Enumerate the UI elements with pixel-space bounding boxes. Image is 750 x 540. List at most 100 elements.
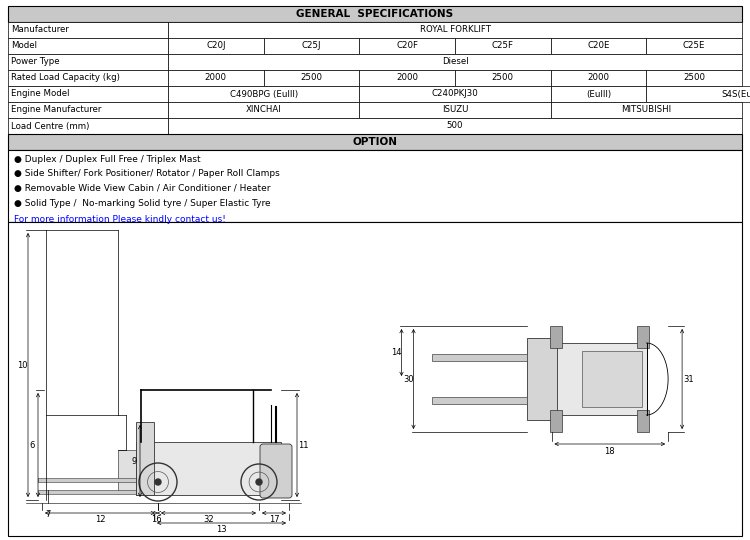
Text: Model: Model: [11, 42, 37, 51]
Bar: [8, 38, 168, 54]
Bar: [264, 38, 359, 54]
Text: C20J: C20J: [206, 42, 226, 51]
Text: C25J: C25J: [302, 42, 321, 51]
Text: ISUZU: ISUZU: [442, 105, 468, 114]
Bar: [359, 38, 455, 54]
Circle shape: [155, 479, 161, 485]
Bar: [359, 70, 455, 86]
Bar: [8, 102, 168, 118]
Text: C20F: C20F: [396, 42, 418, 51]
Text: 32: 32: [203, 515, 214, 523]
Text: Rated Load Capacity (kg): Rated Load Capacity (kg): [11, 73, 120, 83]
Bar: [550, 102, 742, 118]
Text: 500: 500: [447, 122, 464, 131]
Text: For more information Please kindly contact us!: For more information Please kindly conta…: [14, 214, 226, 224]
Text: Power Type: Power Type: [11, 57, 60, 66]
Text: ● Side Shifter/ Fork Positioner/ Rotator / Paper Roll Clamps: ● Side Shifter/ Fork Positioner/ Rotator…: [14, 170, 280, 179]
Bar: [168, 38, 264, 54]
Bar: [8, 118, 168, 134]
Text: 18: 18: [604, 447, 615, 456]
Bar: [8, 150, 742, 222]
Bar: [168, 70, 264, 86]
Bar: [8, 222, 742, 536]
Bar: [359, 102, 550, 118]
Bar: [550, 410, 562, 432]
Text: MITSUBISHI: MITSUBISHI: [621, 105, 671, 114]
Bar: [646, 86, 750, 102]
Bar: [168, 102, 359, 118]
Bar: [646, 70, 742, 86]
Bar: [168, 22, 742, 38]
Bar: [8, 70, 168, 86]
Text: 16: 16: [151, 515, 161, 523]
Bar: [136, 442, 281, 495]
Bar: [8, 134, 742, 150]
Text: 7: 7: [45, 510, 51, 519]
Bar: [637, 410, 649, 432]
Text: OPTION: OPTION: [352, 137, 398, 147]
Bar: [38, 490, 136, 494]
Bar: [550, 38, 646, 54]
Bar: [637, 326, 649, 348]
Text: C25E: C25E: [683, 42, 706, 51]
Bar: [359, 86, 550, 102]
Text: Manufacturer: Manufacturer: [11, 25, 69, 35]
Text: 2000: 2000: [587, 73, 610, 83]
Text: C240PKJ30: C240PKJ30: [432, 90, 478, 98]
Text: 13: 13: [216, 524, 226, 534]
Text: 10: 10: [16, 361, 27, 369]
Text: 14: 14: [392, 348, 402, 357]
Bar: [455, 38, 550, 54]
Text: Diesel: Diesel: [442, 57, 468, 66]
Text: ROYAL FORKLIFT: ROYAL FORKLIFT: [419, 25, 491, 35]
Bar: [431, 354, 526, 361]
Text: 12: 12: [94, 515, 105, 523]
Bar: [8, 22, 168, 38]
Text: C490BPG (EuIII): C490BPG (EuIII): [230, 90, 298, 98]
Bar: [550, 86, 646, 102]
Text: 2000: 2000: [205, 73, 226, 83]
Text: Load Centre (mm): Load Centre (mm): [11, 122, 89, 131]
Text: 2500: 2500: [492, 73, 514, 83]
Text: XINCHAI: XINCHAI: [246, 105, 281, 114]
Bar: [550, 326, 562, 348]
Circle shape: [256, 479, 262, 485]
Bar: [168, 54, 742, 70]
Text: S4S(EuIII): S4S(EuIII): [722, 90, 750, 98]
Text: 2500: 2500: [683, 73, 705, 83]
Bar: [581, 351, 641, 407]
Text: Engine Manufacturer: Engine Manufacturer: [11, 105, 101, 114]
Bar: [431, 397, 526, 404]
Text: 6: 6: [29, 441, 34, 449]
Bar: [38, 478, 136, 482]
Text: ● Duplex / Duplex Full Free / Triplex Mast: ● Duplex / Duplex Full Free / Triplex Ma…: [14, 154, 201, 164]
Bar: [8, 86, 168, 102]
Bar: [264, 70, 359, 86]
Text: 2000: 2000: [396, 73, 418, 83]
Bar: [8, 54, 168, 70]
FancyBboxPatch shape: [260, 444, 292, 498]
Bar: [526, 338, 556, 420]
Bar: [168, 86, 359, 102]
Text: C25F: C25F: [492, 42, 514, 51]
Bar: [551, 343, 646, 415]
Bar: [550, 70, 646, 86]
Bar: [136, 422, 154, 495]
Text: 17: 17: [268, 515, 279, 523]
Text: (EuIII): (EuIII): [586, 90, 611, 98]
Text: 11: 11: [298, 441, 308, 449]
Text: Engine Model: Engine Model: [11, 90, 70, 98]
Bar: [8, 6, 742, 22]
Bar: [118, 450, 136, 492]
Text: ● Removable Wide View Cabin / Air Conditioner / Heater: ● Removable Wide View Cabin / Air Condit…: [14, 185, 271, 193]
Bar: [455, 70, 550, 86]
Text: 31: 31: [684, 375, 694, 383]
Text: 9: 9: [131, 456, 136, 465]
Bar: [646, 38, 742, 54]
Bar: [168, 118, 742, 134]
Text: 2500: 2500: [301, 73, 322, 83]
Text: ● Solid Type /  No-marking Solid tyre / Super Elastic Tyre: ● Solid Type / No-marking Solid tyre / S…: [14, 199, 271, 208]
Text: 30: 30: [404, 375, 414, 383]
Text: C20E: C20E: [587, 42, 610, 51]
Text: GENERAL  SPECIFICATIONS: GENERAL SPECIFICATIONS: [296, 9, 454, 19]
